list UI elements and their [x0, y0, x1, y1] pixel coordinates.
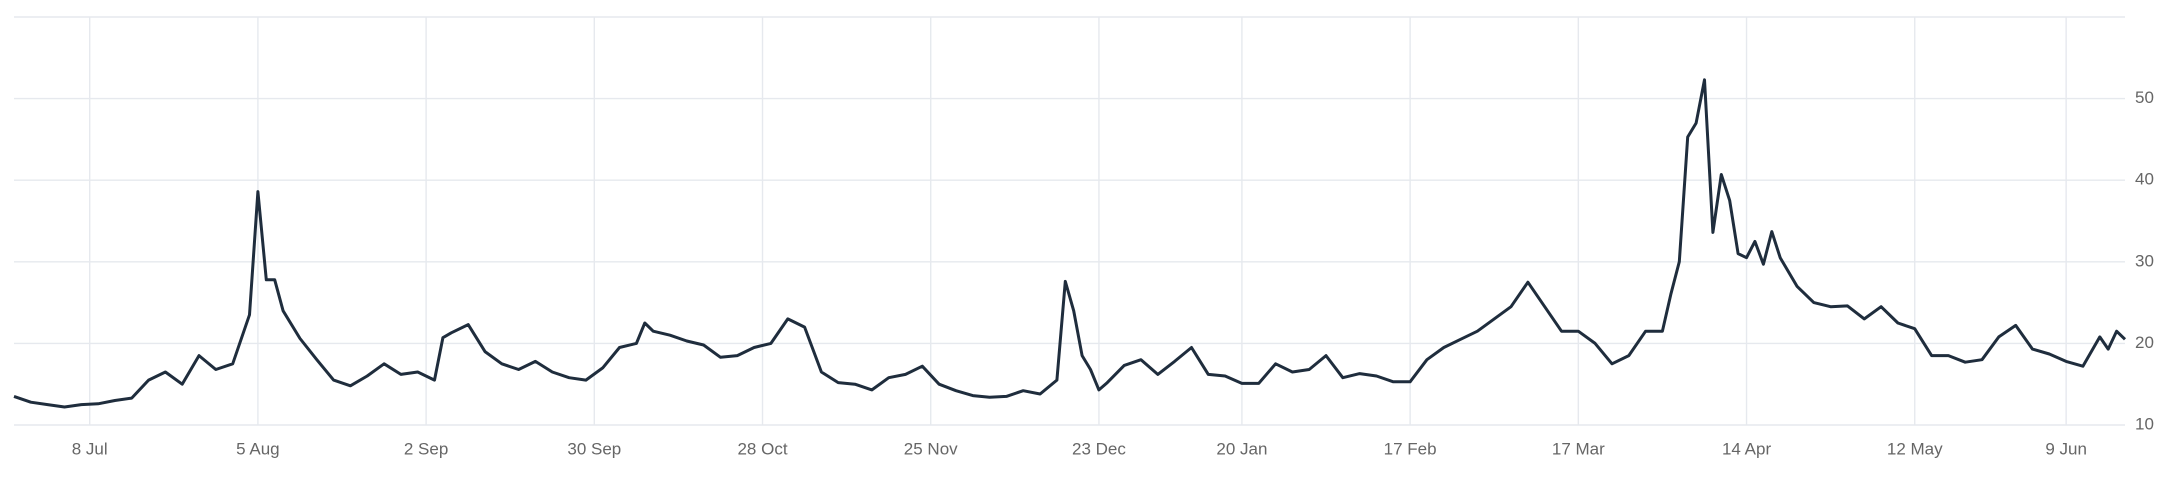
x-tick-label: 28 Oct	[737, 439, 787, 458]
y-tick-label: 40	[2135, 170, 2154, 189]
x-tick-label: 9 Jun	[2045, 439, 2087, 458]
y-tick-label: 50	[2135, 88, 2154, 107]
x-tick-label: 14 Apr	[1722, 439, 1771, 458]
x-tick-label: 25 Nov	[904, 439, 958, 458]
x-tick-label: 20 Jan	[1216, 439, 1267, 458]
x-tick-label: 23 Dec	[1072, 439, 1126, 458]
x-tick-label: 2 Sep	[404, 439, 448, 458]
x-tick-label: 17 Mar	[1552, 439, 1605, 458]
x-tick-label: 5 Aug	[236, 439, 280, 458]
y-tick-label: 30	[2135, 251, 2154, 270]
y-tick-label: 20	[2135, 333, 2154, 352]
x-tick-label: 12 May	[1887, 439, 1943, 458]
x-tick-label: 8 Jul	[72, 439, 108, 458]
y-tick-label: 10	[2135, 414, 2154, 433]
x-tick-label: 17 Feb	[1384, 439, 1437, 458]
x-tick-label: 30 Sep	[567, 439, 621, 458]
data-line	[13, 78, 2127, 409]
